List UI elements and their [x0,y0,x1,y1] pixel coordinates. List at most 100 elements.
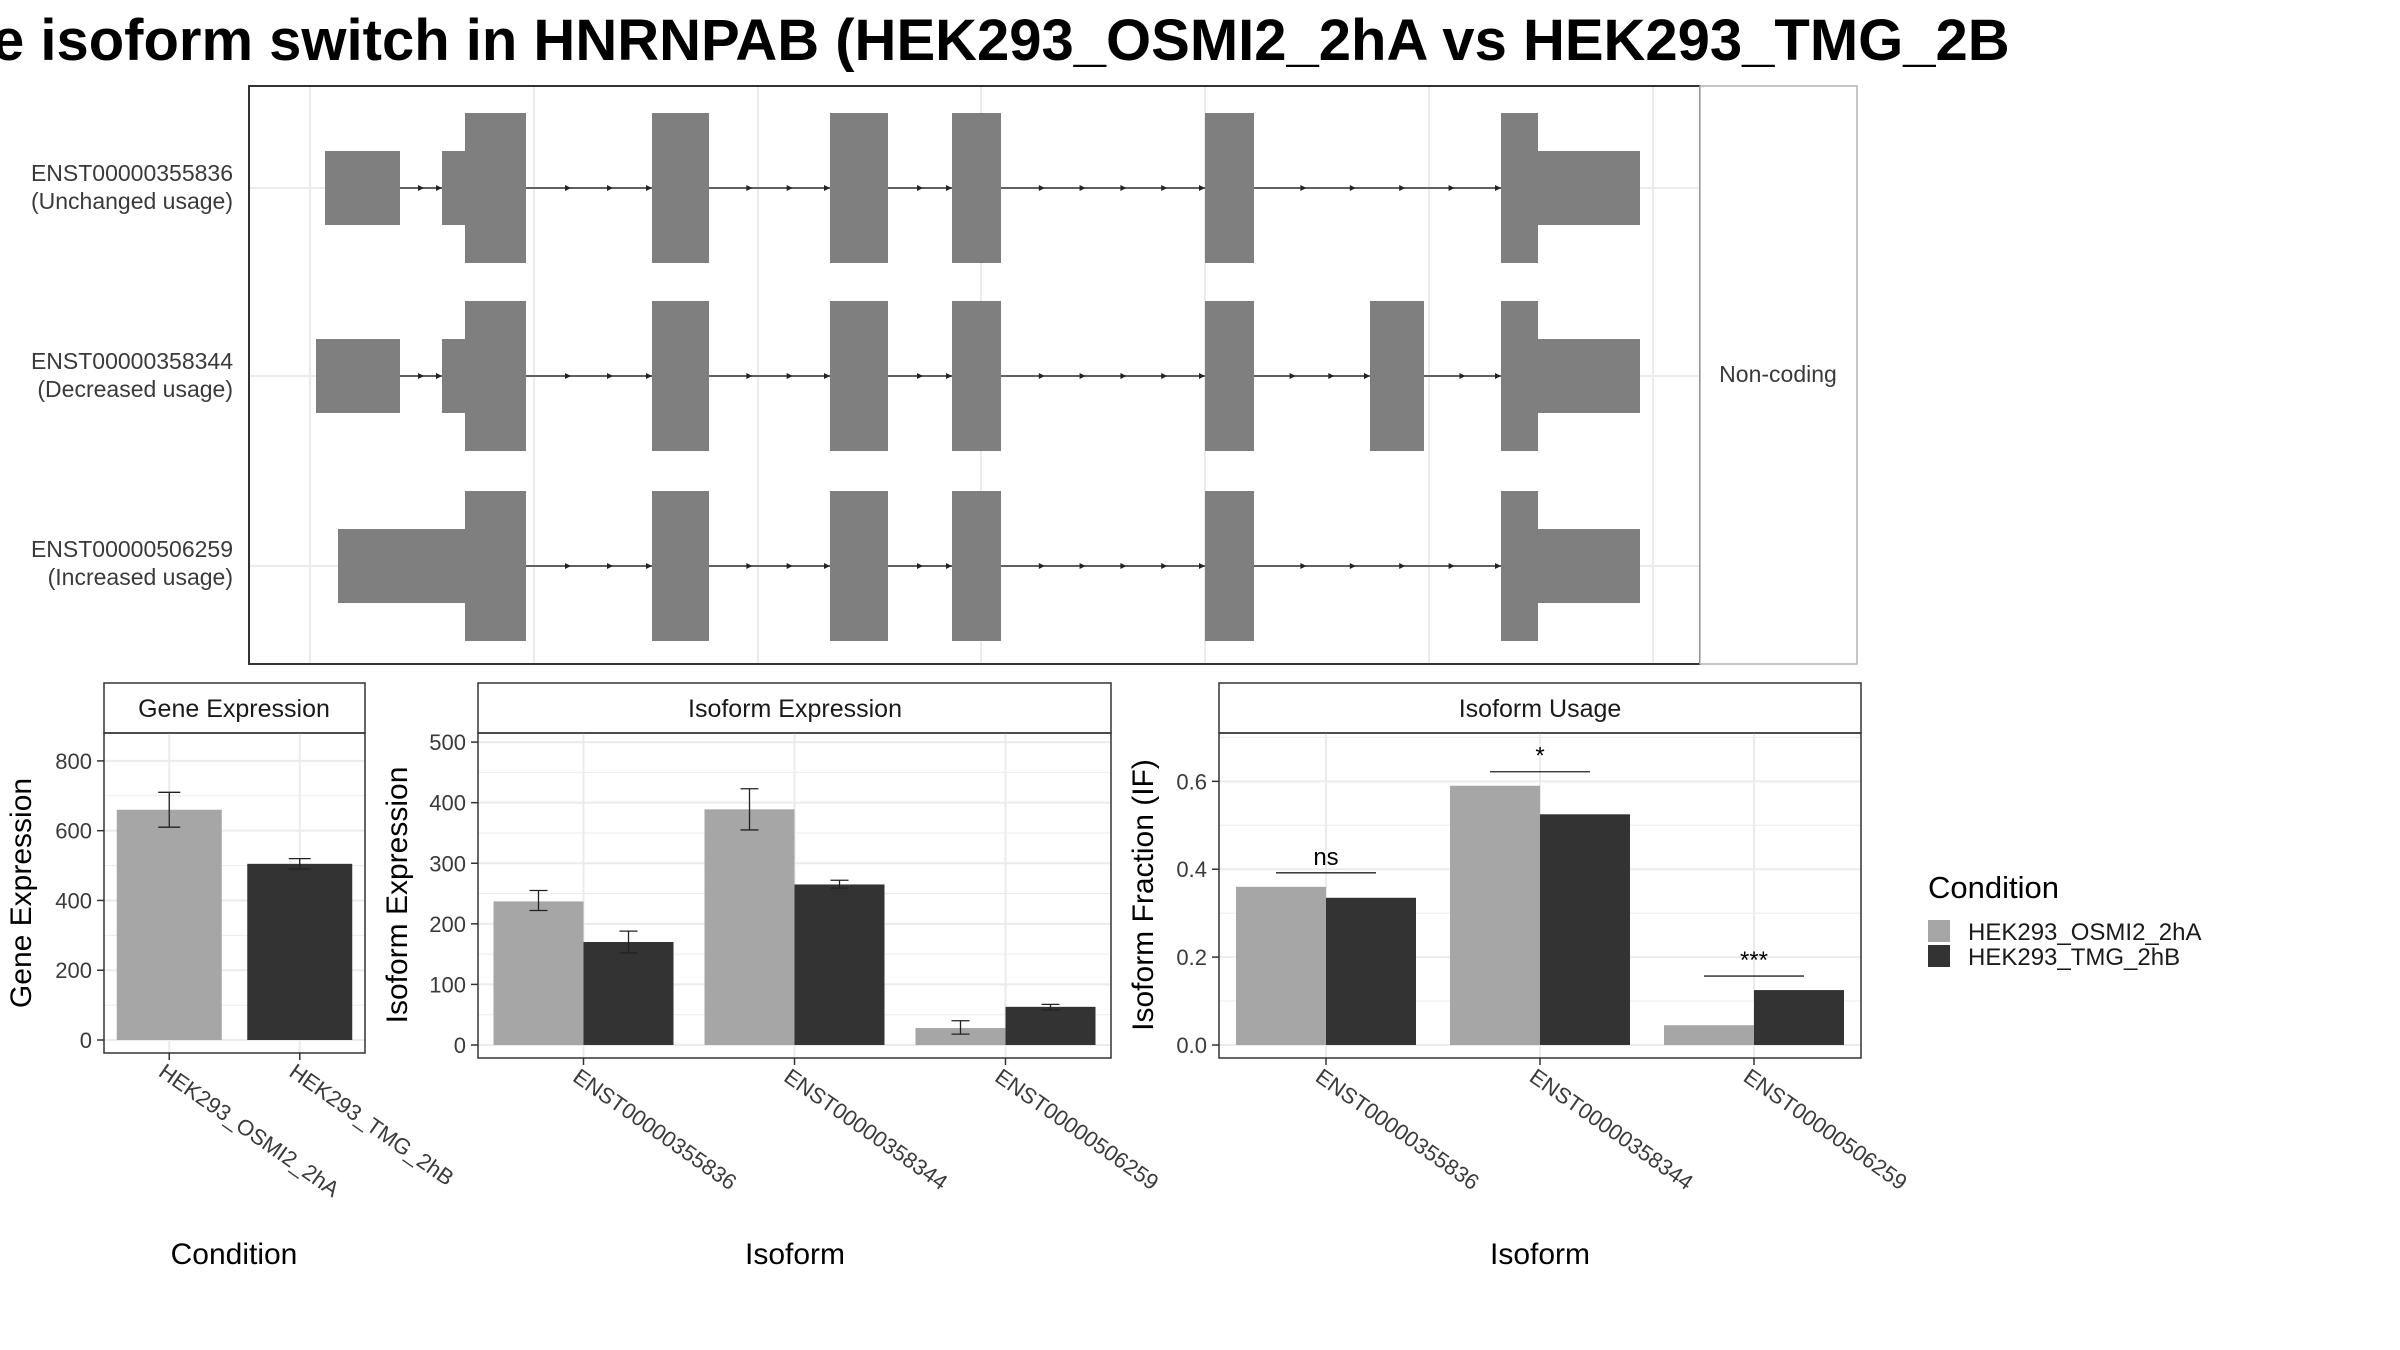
y-tick-label: 600 [55,819,92,844]
coding-exon [830,301,888,451]
bar-condition-a [116,809,222,1040]
y-tick-label: 500 [429,730,466,755]
intron-arrow [946,373,952,379]
legend: Condition HEK293_OSMI2_2hA HEK293_TMG_2h… [1928,870,2201,971]
intron-arrow [1495,563,1501,569]
coding-exon [1370,301,1424,451]
intron-arrow [1199,373,1205,379]
coding-exon [465,113,526,263]
y-tick-label: 300 [429,851,466,876]
coding-exon [652,491,709,641]
legend-swatch-condition-a [1928,920,1950,942]
intron-arrow [1079,563,1086,569]
intron-arrow [786,563,793,569]
y-tick-label: 400 [55,888,92,913]
y-tick-label: 0 [80,1028,92,1053]
coding-exon [952,113,1001,263]
coding-exon [465,301,526,451]
intron-arrow [1448,563,1455,569]
gene-expression-plot-border [103,732,366,1054]
intron-arrow [1120,563,1127,569]
y-tick-label: 800 [55,749,92,774]
intron-arrow [1199,185,1205,191]
intron-arrow [607,373,613,379]
intron-arrow [824,563,830,569]
isoform-usage-strip [1218,682,1862,734]
isoform-structure-row-3 [338,491,1640,641]
intron-arrow [1399,185,1406,191]
utr-exon [325,151,400,225]
coding-exon [652,113,709,263]
intron-arrow [1038,563,1045,569]
intron-arrow [418,185,424,191]
x-tick-label: ENST00000358344 [1525,1064,1698,1195]
intron-arrow [1161,563,1168,569]
intron-arrow [1079,373,1086,379]
bar-condition-a [915,1028,1006,1045]
isoform-label-2-id: ENST00000358344 [31,348,233,374]
bar-condition-b [1005,1006,1096,1045]
intron-arrow [1349,563,1356,569]
intron-arrow [1448,185,1455,191]
structure-facet-label: Non-coding [1719,361,1837,387]
intron-arrow [946,563,952,569]
coding-exon [465,491,526,641]
legend-label-condition-a: HEK293_OSMI2_2hA [1968,919,2201,946]
intron-arrow [418,373,424,379]
isoform-usage-plot-border [1218,732,1862,1059]
intron-arrow [746,563,753,569]
bar-condition-b [1326,897,1416,1045]
intron-arrow [1199,563,1205,569]
coding-exon [830,491,888,641]
isoform-expression-strip-title: Isoform Expression [688,695,902,723]
bar-condition-a [1664,1025,1754,1045]
coding-exon [1205,113,1254,263]
isoform-expression-plot-border [477,732,1112,1059]
coding-exon [1501,491,1538,641]
significance-label: *** [1740,947,1768,974]
y-tick-label: 0.6 [1176,769,1207,794]
intron-arrow [1399,563,1406,569]
intron-arrow [1300,563,1307,569]
intron-arrow [786,373,793,379]
y-tick-label: 100 [429,972,466,997]
structure-panel: Non-coding ENST00000355836 (Unchanged us… [31,85,1858,665]
isoform-expression-strip [477,682,1112,734]
coding-exon [830,113,888,263]
intron-arrow [1161,373,1168,379]
y-tick-label: 400 [429,791,466,816]
intron-arrow [917,373,923,379]
coding-exon [1205,491,1254,641]
intron-arrow [1328,373,1335,379]
bar-condition-b [247,863,353,1040]
y-tick-label: 0.2 [1176,945,1207,970]
coding-exon [952,301,1001,451]
isoform-label-1-usage: (Unchanged usage) [31,188,233,214]
bar-condition-a [704,809,795,1045]
title-group: e isoform switch in HNRNPAB (HEK293_OSMI… [0,8,2010,73]
utr-exon [316,339,400,413]
isoform-expression-x-axis-label: Isoform [745,1238,845,1271]
utr-exon [1538,151,1640,225]
coding-exon [952,491,1001,641]
intron-arrow [946,185,952,191]
intron-arrow [917,563,923,569]
bar-condition-b [583,942,674,1045]
significance-label: * [1535,743,1544,770]
intron-arrow [1038,373,1045,379]
x-tick-label: ENST00000358344 [780,1064,953,1195]
intron-arrow [786,185,793,191]
utr-exon [442,339,465,413]
isoform-usage-x-axis-label: Isoform [1490,1238,1590,1271]
x-tick-label: ENST00000506259 [1739,1064,1912,1195]
isoform-label-3-id: ENST00000506259 [31,536,233,562]
intron-arrow [436,185,442,191]
intron-arrow [646,373,652,379]
bar-condition-a [1450,785,1540,1045]
bar-condition-b [1540,814,1630,1045]
figure-title: e isoform switch in HNRNPAB (HEK293_OSMI… [0,8,2010,73]
intron-arrow [607,563,613,569]
legend-label-condition-b: HEK293_TMG_2hB [1968,944,2180,971]
coding-exon [1205,301,1254,451]
y-tick-label: 0.0 [1176,1033,1207,1058]
